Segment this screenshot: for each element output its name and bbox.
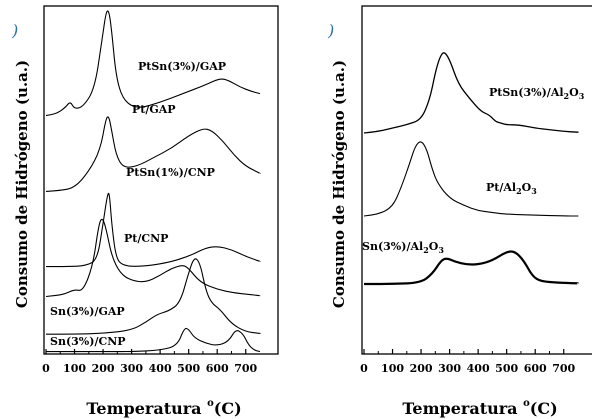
x-tick-label: 500: [495, 362, 518, 375]
series-line-sn-3-al2o3: [364, 250, 580, 286]
x-tick-label: 100: [63, 362, 86, 375]
series-line-ptsn-1-cnp: [45, 192, 261, 268]
series-line-sn-3-gap: [46, 258, 261, 335]
y-axis-label-left: Consumo de Hidrógeno (u.a.): [13, 60, 31, 308]
tpr-chart-left: ) Consumo de Hidrógeno (u.a.) 0 100 200 300…: [11, 5, 279, 418]
x-tick-label: 700: [552, 362, 575, 375]
x-axis-label-main: Temperatura: [86, 399, 207, 418]
series-label: PtSn(3%)/GAP: [138, 60, 226, 73]
series-line-ptsn-3-al2o3: [363, 52, 579, 134]
series-label: Sn(3%)/Al2O3: [362, 240, 444, 255]
plot-frame-left: [43, 5, 279, 355]
x-tick-label: 700: [234, 362, 257, 375]
x-axis-label-degree: o: [523, 398, 530, 409]
series-lines-right: [363, 52, 580, 286]
x-tick-label: 500: [177, 362, 200, 375]
series-label: Pt/CNP: [124, 232, 168, 245]
plot-frame-right: [361, 5, 592, 355]
panel-mark-right: ): [327, 21, 334, 40]
x-tick-label: 600: [206, 362, 229, 375]
series-line-pt-gap: [45, 116, 261, 192]
x-tick-label: 200: [92, 362, 115, 375]
x-tick-label: 300: [120, 362, 143, 375]
tpr-chart-right: ) Consumo de Hidrógeno (u.a.) 0 100 200 300…: [327, 5, 592, 418]
series-line-pt-cnp: [45, 218, 261, 298]
series-line-pt-al2o3: [363, 141, 579, 217]
x-tick-label: 200: [410, 362, 433, 375]
x-axis-label-unit: (C): [530, 399, 558, 418]
series-labels-left: PtSn(3%)/GAP Pt/GAP PtSn(1%)/CNP Pt/CNP Sn(3…: [50, 60, 226, 348]
series-label: Sn(3%)/GAP: [50, 305, 125, 318]
series-label: Sn(3%)/CNP: [50, 335, 126, 348]
x-ticks-left: 0 100 200 300 400 500 600 700: [42, 349, 258, 375]
series-line-ptsn-3-gap: [45, 10, 261, 117]
series-labels-right: PtSn(3%)/Al2O3 Pt/Al2O3 Sn(3%)/Al2O3: [362, 86, 585, 255]
series-label: PtSn(1%)/CNP: [126, 166, 215, 179]
series-label: Pt/Al2O3: [486, 181, 537, 196]
x-tick-label: 400: [149, 362, 172, 375]
x-axis-label-unit: (C): [214, 399, 242, 418]
series-lines-left: [45, 10, 261, 353]
x-axis-label-left: Temperatura o(C): [86, 398, 241, 418]
x-tick-label: 600: [524, 362, 547, 375]
series-label: PtSn(3%)/Al2O3: [489, 86, 585, 101]
series-line-sn-3-cnp: [45, 327, 261, 353]
y-axis-label-right: Consumo de Hidrógeno (u.a.): [330, 60, 348, 308]
x-tick-label: 0: [360, 362, 368, 375]
x-tick-label: 100: [381, 362, 404, 375]
x-tick-label: 400: [467, 362, 490, 375]
x-axis-label-main: Temperatura: [402, 399, 523, 418]
x-tick-label: 0: [42, 362, 50, 375]
panel-mark-left: ): [11, 21, 18, 40]
x-axis-label-degree: o: [207, 398, 214, 409]
x-tick-label: 300: [438, 362, 461, 375]
x-axis-label-right: Temperatura o(C): [402, 398, 557, 418]
series-label: Pt/GAP: [132, 103, 176, 116]
x-ticks-right: 0 100 200 300 400 500 600 700: [360, 349, 576, 375]
